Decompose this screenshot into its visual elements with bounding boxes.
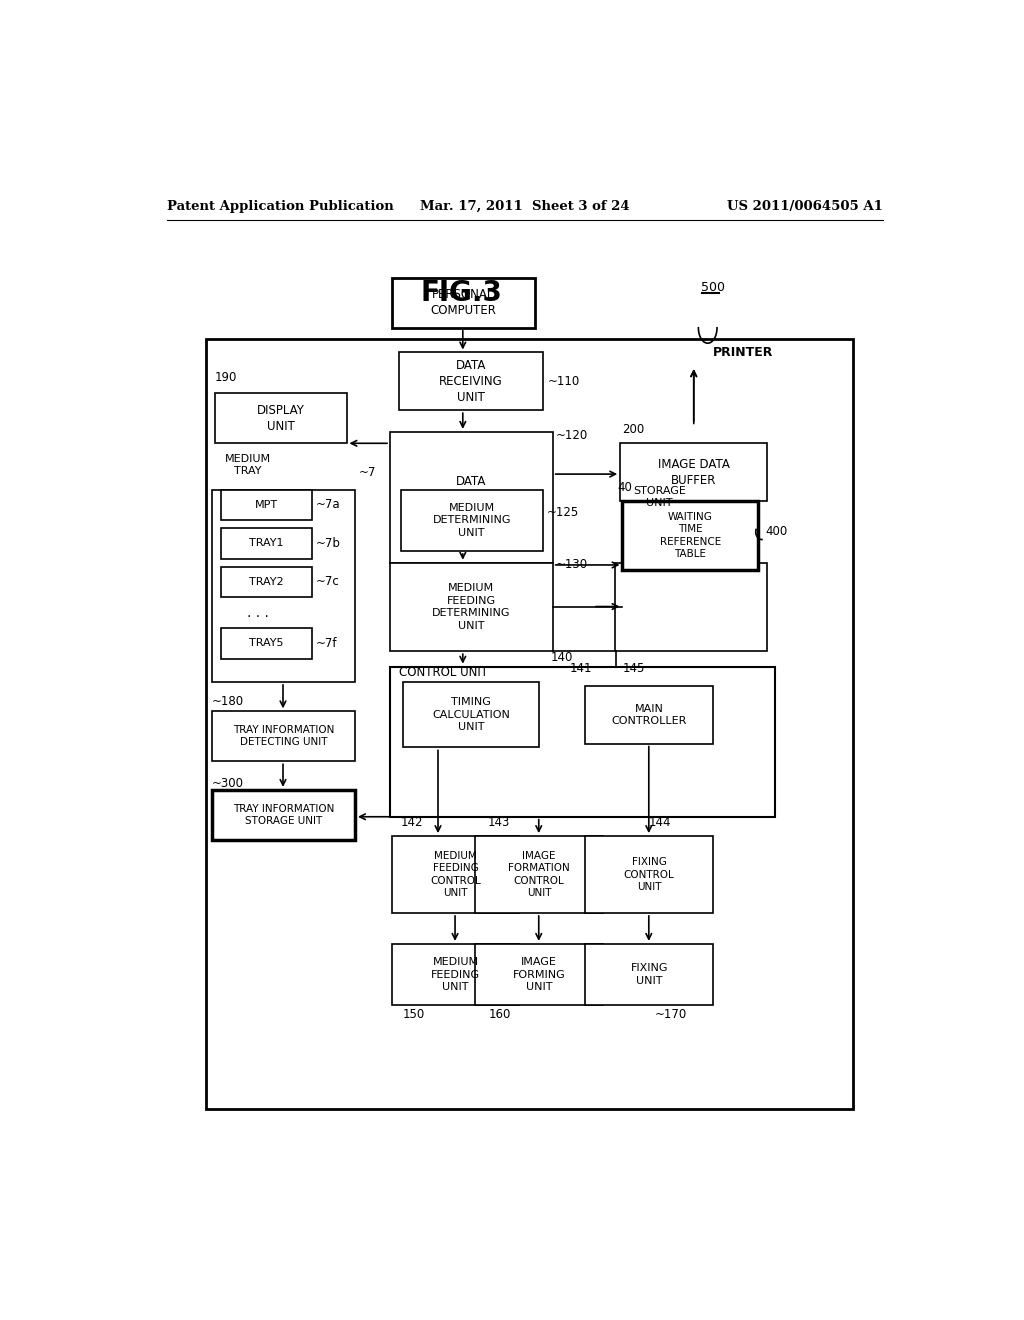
Text: TIMING
CALCULATION
UNIT: TIMING CALCULATION UNIT [432,697,510,733]
Bar [475,836,603,913]
Text: STORAGE
UNIT: STORAGE UNIT [633,486,686,508]
Text: PERSONAL
COMPUTER: PERSONAL COMPUTER [430,288,496,317]
Text: ~7a: ~7a [315,499,340,511]
Bar [212,789,355,840]
Text: 143: 143 [487,816,510,829]
Text: MPT: MPT [255,500,279,510]
Bar [390,432,553,562]
Bar [390,667,775,817]
Text: ~300: ~300 [212,777,244,791]
Bar [221,628,312,659]
Text: ~7b: ~7b [315,537,340,550]
Text: TRAY2: TRAY2 [250,577,284,587]
Text: TRAY1: TRAY1 [250,539,284,548]
Text: 500: 500 [701,281,725,294]
Text: ~110: ~110 [548,375,581,388]
Bar [400,490,543,552]
Text: PRINTER: PRINTER [713,346,773,359]
Text: 190: 190 [215,371,238,384]
Bar [399,352,543,411]
Text: ~130: ~130 [556,558,588,572]
Text: 160: 160 [488,1008,511,1022]
Bar [390,562,553,651]
Text: 141: 141 [569,661,592,675]
Text: MEDIUM
FEEDING
DETERMINING
UNIT: MEDIUM FEEDING DETERMINING UNIT [432,583,511,631]
Bar [215,393,346,444]
Text: . . .: . . . [247,606,269,619]
Text: DISPLAY
UNIT: DISPLAY UNIT [257,404,304,433]
Bar [475,944,603,1006]
Bar [221,566,312,598]
Text: ~7f: ~7f [315,638,337,649]
Bar [621,444,767,502]
Text: TRAY5: TRAY5 [250,639,284,648]
Text: MEDIUM
FEEDING
CONTROL
UNIT: MEDIUM FEEDING CONTROL UNIT [430,851,481,898]
Text: FIXING
UNIT: FIXING UNIT [631,964,668,986]
Bar [623,502,758,570]
Text: DATA
RECEIVING
UNIT: DATA RECEIVING UNIT [439,359,503,404]
Bar [221,528,312,558]
Bar [403,682,539,747]
Text: Mar. 17, 2011  Sheet 3 of 24: Mar. 17, 2011 Sheet 3 of 24 [420,199,630,213]
Text: FIXING
CONTROL
UNIT: FIXING CONTROL UNIT [624,857,675,892]
Text: FIG.3: FIG.3 [420,279,502,308]
Bar [614,562,767,651]
Text: 145: 145 [623,661,645,675]
Text: MEDIUM
FEEDING
UNIT: MEDIUM FEEDING UNIT [431,957,480,993]
Bar [212,711,355,762]
Text: CONTROL UNIT: CONTROL UNIT [399,667,488,680]
Text: IMAGE
FORMATION
CONTROL
UNIT: IMAGE FORMATION CONTROL UNIT [508,851,570,898]
Text: TRAY INFORMATION
STORAGE UNIT: TRAY INFORMATION STORAGE UNIT [232,804,334,826]
Text: DATA
ANALYZING
UNIT: DATA ANALYZING UNIT [438,475,505,520]
Bar [586,686,713,743]
Bar [391,944,519,1006]
Text: ~7: ~7 [359,466,377,479]
Text: ~125: ~125 [547,506,579,519]
Text: ~180: ~180 [212,694,244,708]
Bar [221,490,312,520]
Bar [206,339,853,1109]
Text: 40: 40 [617,482,633,495]
Text: MEDIUM
DETERMINING
UNIT: MEDIUM DETERMINING UNIT [432,503,511,537]
Text: 140: 140 [550,651,572,664]
Text: IMAGE
FORMING
UNIT: IMAGE FORMING UNIT [513,957,565,993]
Text: 400: 400 [765,525,787,539]
Text: 150: 150 [403,1008,425,1022]
Text: MEDIUM
TRAY: MEDIUM TRAY [225,454,271,477]
Text: Patent Application Publication: Patent Application Publication [167,199,393,213]
Bar [586,944,713,1006]
Text: IMAGE DATA
BUFFER: IMAGE DATA BUFFER [657,458,730,487]
Text: WAITING
TIME
REFERENCE
TABLE: WAITING TIME REFERENCE TABLE [659,512,721,560]
Text: 200: 200 [622,422,644,436]
Text: 144: 144 [649,816,672,829]
Bar [391,277,535,327]
Bar [586,836,713,913]
Text: MAIN
CONTROLLER: MAIN CONTROLLER [611,704,687,726]
Bar [212,490,355,682]
Text: ~170: ~170 [655,1008,687,1022]
Text: ~7c: ~7c [315,576,339,589]
Text: TRAY INFORMATION
DETECTING UNIT: TRAY INFORMATION DETECTING UNIT [232,725,334,747]
Text: ~120: ~120 [556,429,588,442]
Text: US 2011/0064505 A1: US 2011/0064505 A1 [727,199,883,213]
Bar [391,836,519,913]
Text: 142: 142 [400,816,423,829]
